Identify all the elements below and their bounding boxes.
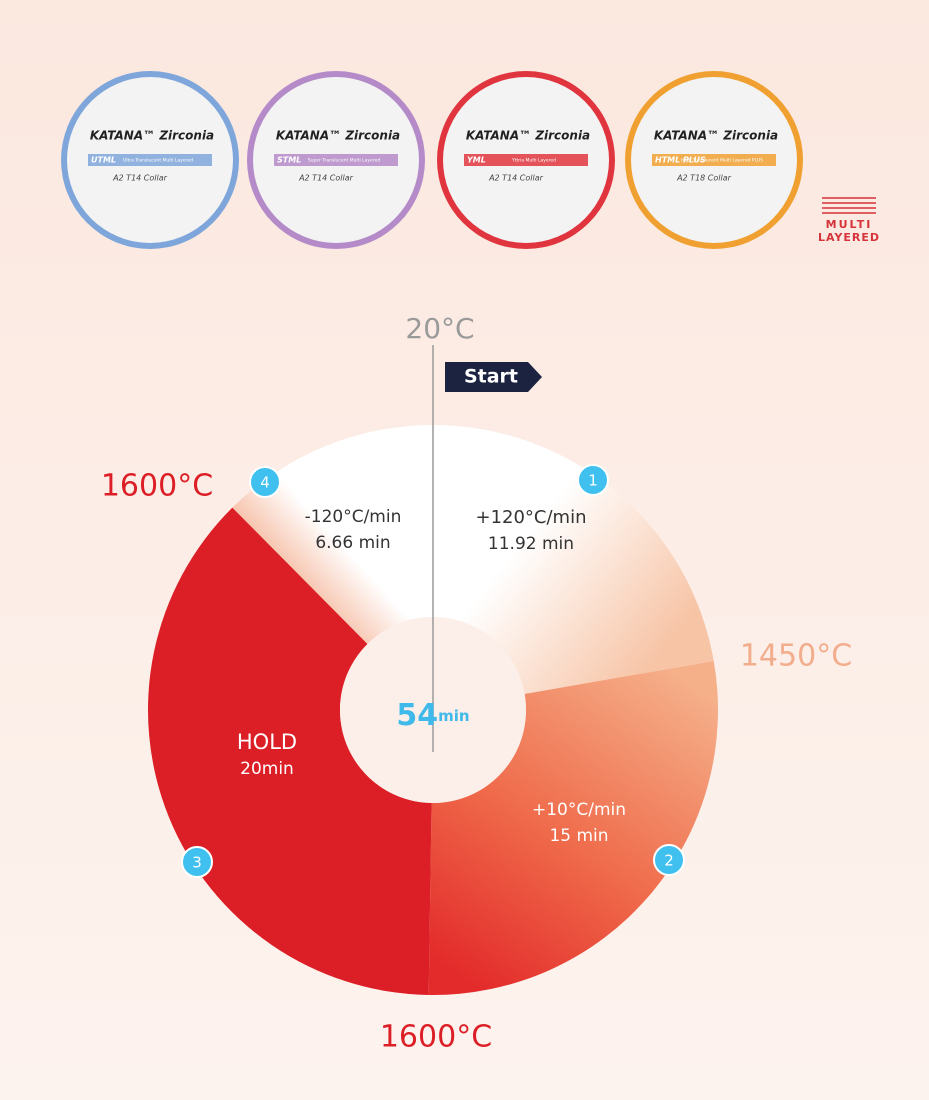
segment-duration: 15 min: [549, 826, 608, 846]
disc-brand: KATANA™ Zirconia: [466, 129, 590, 143]
disc-spec: A2 T14 Collar: [488, 174, 544, 183]
logo-line: MULTI: [826, 218, 873, 231]
segment: [428, 660, 718, 995]
segment: [433, 425, 714, 694]
step-number: 1: [588, 472, 598, 490]
product-disc: KATANA™ Zirconia YML Yttria Multi Layered A…: [437, 71, 615, 249]
step-badge: [181, 846, 213, 878]
start-tag: [445, 362, 542, 392]
start-label: Start: [464, 366, 518, 388]
total-unit: min: [438, 707, 469, 725]
segment-duration: 6.66 min: [315, 533, 390, 553]
disc-description: High Translucent Multi Layered PLUS: [681, 158, 763, 164]
disc-band: [652, 154, 776, 166]
step-badge: [577, 464, 609, 496]
temperature-label: 1600°C: [101, 469, 213, 504]
step-number: 3: [192, 854, 202, 872]
disc-band: [464, 154, 588, 166]
temperature-label: 1450°C: [740, 639, 852, 674]
disc-code: YML: [467, 156, 486, 165]
disc-brand: KATANA™ Zirconia: [654, 129, 778, 143]
step-badge: [249, 466, 281, 498]
segment: [148, 507, 432, 995]
step-badge: [653, 844, 685, 876]
disc-brand: KATANA™ Zirconia: [90, 129, 214, 143]
disc-band: [88, 154, 212, 166]
segment-rate: +10°C/min: [532, 800, 626, 820]
disc-description: Ultra Translucent Multi Layered: [123, 158, 193, 164]
segment-duration: 11.92 min: [488, 534, 574, 554]
segment-rate: -120°C/min: [305, 507, 402, 527]
disc-description: Super Translucent Multi Layered: [308, 158, 381, 164]
segment-rate: HOLD: [237, 730, 297, 754]
total-time: 54min: [396, 698, 469, 733]
start-temperature: 20°C: [405, 312, 474, 345]
disc-spec: A2 T14 Collar: [298, 174, 354, 183]
product-disc: KATANA™ Zirconia STML Super Translucent Mu…: [247, 71, 425, 249]
temperature-label: 1600°C: [380, 1020, 492, 1055]
logo-line: LAYERED: [818, 231, 880, 244]
disc-brand: KATANA™ Zirconia: [276, 129, 400, 143]
disc-band: [274, 154, 398, 166]
disc-spec: A2 T18 Collar: [676, 174, 732, 183]
segment: [232, 425, 433, 644]
step-number: 2: [664, 852, 674, 870]
segment-rate: +120°C/min: [475, 507, 586, 528]
segment-duration: 20min: [240, 759, 294, 779]
product-disc: KATANA™ Zirconia UTML Ultra Translucent Mu…: [61, 71, 239, 249]
disc-spec: A2 T14 Collar: [112, 174, 168, 183]
disc-code: STML: [277, 156, 301, 165]
disc-code: UTML: [91, 156, 116, 165]
disc-code: HTML PLUS: [655, 156, 706, 165]
disc-description: Yttria Multi Layered: [511, 158, 556, 164]
total-value: 54: [396, 698, 438, 733]
multi-layered-logo: MULTI LAYERED: [818, 197, 880, 244]
step-number: 4: [260, 474, 270, 492]
